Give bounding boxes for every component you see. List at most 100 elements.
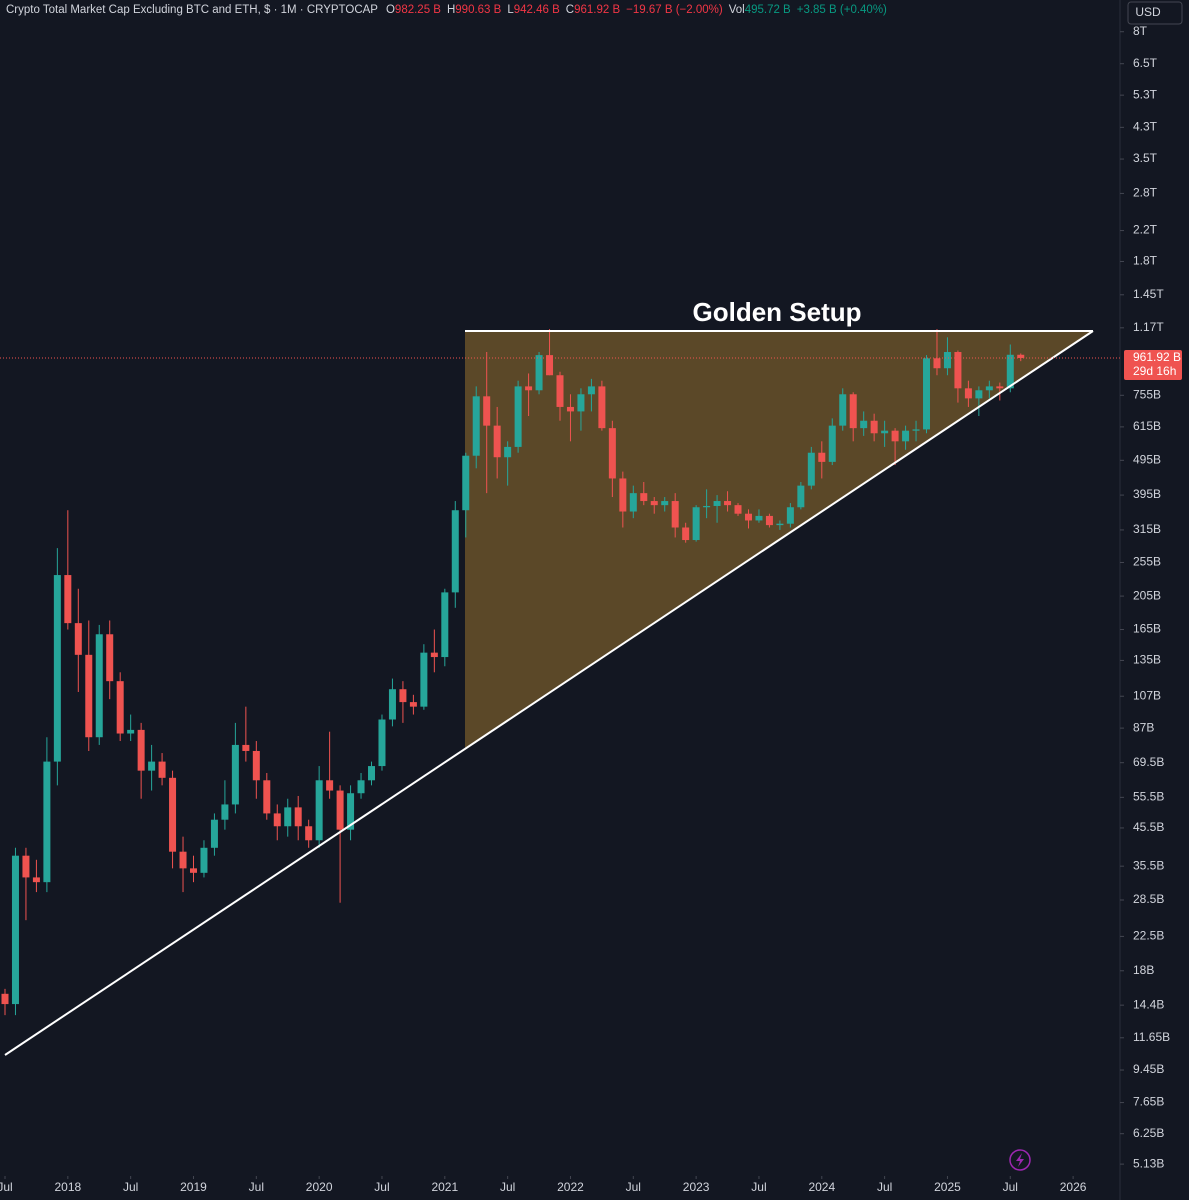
y-tick-label: 755B	[1133, 387, 1161, 401]
candle-body	[221, 804, 229, 820]
x-tick-label: Jul	[626, 1180, 641, 1194]
candle-body	[546, 355, 554, 376]
candle-body	[116, 681, 124, 734]
candle-body	[252, 750, 260, 781]
x-tick-label: Jul	[1003, 1180, 1018, 1194]
change: −19.67 B (−2.00%)	[626, 4, 723, 16]
candle-body	[273, 813, 281, 827]
candle-body	[619, 478, 627, 512]
candle-body	[420, 652, 428, 707]
candle-body	[64, 575, 72, 624]
candle-body	[493, 425, 501, 458]
candle-body	[954, 352, 962, 389]
x-tick-label: 2026	[1060, 1180, 1087, 1194]
x-tick-label: 2021	[431, 1180, 458, 1194]
y-tick-label: 5.3T	[1133, 87, 1158, 101]
y-tick-label: 2.8T	[1133, 186, 1158, 200]
candle-body	[22, 855, 30, 878]
legend-key: H	[446, 4, 456, 16]
header: Crypto Total Market Cap Excluding BTC an…	[6, 4, 893, 16]
x-tick-label: 2023	[683, 1180, 710, 1194]
candle-body	[566, 406, 574, 412]
x-tick-label: Jul	[500, 1180, 515, 1194]
candle-body	[284, 807, 292, 827]
candle-body	[347, 793, 355, 830]
y-tick-label: 107B	[1133, 688, 1161, 702]
candle-body	[577, 394, 585, 412]
candle-body	[525, 386, 533, 391]
y-tick-label: 18B	[1133, 963, 1154, 977]
candle-body	[462, 455, 470, 511]
x-tick-label: 2025	[934, 1180, 961, 1194]
y-tick-label: 11.65B	[1133, 1030, 1170, 1044]
candle-body	[587, 386, 595, 395]
candle-body	[608, 428, 616, 479]
candle-body	[263, 780, 271, 814]
candle-body	[1017, 354, 1025, 358]
candle-body	[451, 510, 459, 593]
candle-body	[755, 515, 763, 521]
candle-body	[1, 993, 9, 1005]
candle-body	[43, 761, 51, 883]
ohlc-legend: O982.25 B H990.63 B L942.46 B C961.92 B	[386, 4, 626, 16]
support-line	[4, 330, 1094, 1056]
x-tick-label: Jul	[877, 1180, 892, 1194]
y-tick-label: 315B	[1133, 522, 1161, 536]
y-tick-label: 87B	[1133, 720, 1154, 734]
candle-body	[514, 386, 522, 447]
currency[interactable]: USD	[1135, 5, 1161, 19]
y-tick-label: 135B	[1133, 653, 1161, 667]
candle-body	[650, 501, 658, 506]
candle-body	[441, 592, 449, 658]
candle-body	[807, 452, 815, 486]
y-tick-label: 1.8T	[1133, 254, 1158, 268]
candle-body	[74, 623, 82, 655]
candle-body	[11, 855, 19, 1005]
y-tick-label: 69.5B	[1133, 755, 1164, 769]
candle-body	[556, 375, 564, 407]
candle-body	[357, 780, 365, 794]
candle-body	[1006, 354, 1014, 389]
x-tick-label: 2018	[54, 1180, 81, 1194]
candle-body	[472, 396, 480, 456]
x-tick-label: Jul	[751, 1180, 766, 1194]
candle-body	[933, 358, 941, 369]
candle-body	[902, 430, 910, 442]
y-tick-label: 9.45B	[1133, 1062, 1164, 1076]
candle-body	[985, 386, 993, 391]
candle-body	[744, 513, 752, 521]
candle-body	[231, 744, 239, 805]
candle-body	[776, 523, 784, 526]
y-tick-label: 395B	[1133, 487, 1161, 501]
candle-body	[598, 386, 606, 429]
flash-bolt[interactable]	[1016, 1153, 1024, 1167]
currency-box[interactable]	[1127, 1, 1183, 25]
y-tick-label: 8T	[1133, 24, 1148, 38]
candle-body	[169, 777, 177, 852]
flash-circle[interactable]	[1009, 1149, 1031, 1171]
legend-key: C	[565, 4, 575, 16]
candle-body	[368, 766, 376, 781]
candle-body	[378, 719, 386, 767]
candle-body	[870, 420, 878, 434]
y-tick-label: 615B	[1133, 419, 1161, 433]
flash-icon[interactable]	[1009, 1149, 1031, 1171]
candle-body	[326, 780, 334, 791]
x-tick-label: 2024	[808, 1180, 835, 1194]
x-tick-label: 2019	[180, 1180, 207, 1194]
legend-key: L	[507, 4, 514, 16]
x-tick-label: 2022	[557, 1180, 584, 1194]
legend-value: 961.92 B	[574, 4, 621, 16]
candle-body	[734, 505, 742, 514]
y-tick-label: 6.25B	[1133, 1126, 1164, 1140]
candle-body	[891, 430, 899, 442]
candle-body	[849, 394, 857, 429]
candle-body	[671, 501, 679, 528]
legend-value: 990.63 B	[455, 4, 502, 16]
candle-body	[975, 390, 983, 399]
y-tick-label: 6.5T	[1133, 56, 1158, 70]
candle-body	[682, 527, 690, 541]
y-tick-label: 45.5B	[1133, 820, 1164, 834]
candle-body	[923, 358, 931, 430]
